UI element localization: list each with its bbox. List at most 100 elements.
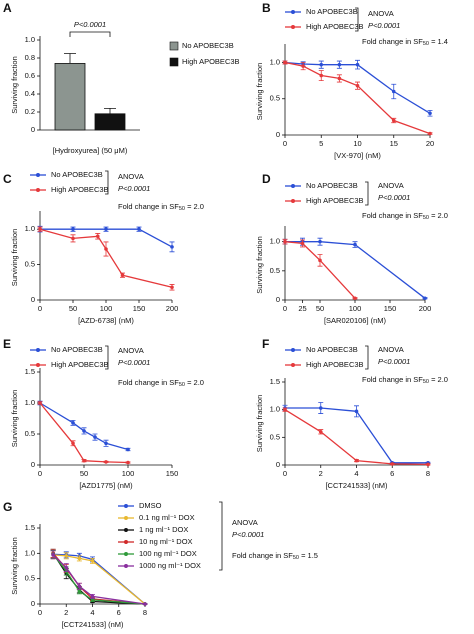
fold-change-value: = 1.5 xyxy=(299,551,318,560)
y-tick-label: 0 xyxy=(31,599,35,608)
legend-marker xyxy=(124,528,128,532)
data-point xyxy=(428,111,432,116)
y-tick-label: 1.5 xyxy=(25,367,35,376)
legend-marker xyxy=(36,173,40,177)
data-point xyxy=(77,556,82,561)
data-point xyxy=(51,553,55,557)
data-point xyxy=(300,241,305,246)
legend-label: No APOBEC3B xyxy=(306,7,358,16)
series-line xyxy=(284,241,356,299)
data-point xyxy=(71,421,75,425)
legend-label: No APOBEC3B xyxy=(51,345,103,354)
legend-marker xyxy=(124,504,128,508)
y-tick-label: 0.5 xyxy=(25,429,35,438)
data-point xyxy=(82,429,86,433)
data-point xyxy=(77,584,82,589)
data-point xyxy=(391,89,396,94)
data-point xyxy=(38,401,42,405)
x-tick-label: 6 xyxy=(117,608,121,617)
fold-change-subscript: 50 xyxy=(293,555,299,561)
data-point xyxy=(71,441,75,446)
legend-marker xyxy=(36,348,40,352)
y-tick-label: 1.5 xyxy=(270,377,280,386)
legend-marker xyxy=(291,10,295,14)
data-point xyxy=(354,458,359,463)
x-tick-label: 4 xyxy=(90,608,94,617)
legend-label: High APOBEC3B xyxy=(182,57,240,66)
data-point xyxy=(104,227,108,231)
legend-marker xyxy=(291,184,295,188)
fold-change-text: Fold change in SF xyxy=(362,375,423,384)
x-axis-label: [CCT241533] (nM) xyxy=(61,620,124,629)
legend-marker xyxy=(36,188,40,192)
legend-label: No APOBEC3B xyxy=(51,170,103,179)
p-value: P<0.0001 xyxy=(232,530,264,539)
data-point xyxy=(354,409,359,414)
data-point xyxy=(337,76,342,81)
x-tick-label: 100 xyxy=(349,304,362,313)
data-point xyxy=(355,62,360,67)
data-point xyxy=(77,589,82,594)
legend-label: 100 ng ml⁻¹ DOX xyxy=(139,549,197,558)
x-tick-label: 20 xyxy=(426,139,434,148)
data-point xyxy=(126,447,130,452)
fold-change: Fold change in SF50 = 2.0 xyxy=(362,375,448,385)
panel-label: F xyxy=(262,337,269,351)
x-axis-label: [CCT241533] (nM) xyxy=(325,481,388,490)
x-tick-label: 200 xyxy=(166,304,179,313)
data-point xyxy=(428,131,432,136)
data-point xyxy=(319,62,324,67)
x-tick-label: 6 xyxy=(390,469,394,478)
x-axis-label: [SAR020106] (nM) xyxy=(324,316,387,325)
fold-change: Fold change in SF50 = 2.0 xyxy=(118,202,204,212)
fold-change-value: = 2.0 xyxy=(429,211,448,220)
data-point xyxy=(64,565,69,570)
data-point xyxy=(143,602,147,606)
fold-change-text: Fold change in SF xyxy=(118,202,179,211)
legend-bracket xyxy=(365,345,369,370)
y-axis-label: Surviving fraction xyxy=(255,395,264,453)
x-tick-label: 0 xyxy=(283,469,287,478)
fold-change: Fold change in SF50 = 1.5 xyxy=(232,551,318,561)
panel-label: A xyxy=(3,1,12,15)
y-tick-label: 0.5 xyxy=(270,432,280,441)
series-line xyxy=(284,61,431,135)
fold-change-value: = 2.0 xyxy=(185,202,204,211)
x-tick-label: 4 xyxy=(354,469,358,478)
data-point xyxy=(170,285,174,290)
fold-change-subscript: 50 xyxy=(423,41,429,47)
error-bar xyxy=(64,53,76,64)
legend-marker xyxy=(124,540,128,544)
x-tick-label: 200 xyxy=(419,304,432,313)
legend-marker xyxy=(36,363,40,367)
x-tick-label: 8 xyxy=(143,608,147,617)
y-tick-label: 1.0 xyxy=(270,237,280,246)
data-point xyxy=(95,234,100,239)
legend-label: High APOBEC3B xyxy=(306,196,364,205)
x-tick-label: 0 xyxy=(283,139,287,148)
data-point xyxy=(319,73,324,78)
significance-label: P<0.0001 xyxy=(74,20,106,29)
y-tick-label: 1.0 xyxy=(270,405,280,414)
y-tick-label: 0 xyxy=(276,130,280,139)
data-point xyxy=(390,462,395,466)
test-label: ANOVA xyxy=(118,172,144,181)
test-label: ANOVA xyxy=(118,346,144,355)
legend-marker xyxy=(124,552,128,556)
data-point xyxy=(423,296,427,301)
fold-change-subscript: 50 xyxy=(423,215,429,221)
fold-change-text: Fold change in SF xyxy=(118,378,179,387)
data-point xyxy=(170,245,174,249)
y-tick-label: 0.2 xyxy=(25,107,35,116)
x-tick-label: 2 xyxy=(319,469,323,478)
data-point xyxy=(318,406,323,410)
legend-marker xyxy=(124,564,128,568)
series-line xyxy=(53,553,146,605)
x-tick-label: 0 xyxy=(38,608,42,617)
test-label: ANOVA xyxy=(232,518,258,527)
legend-marker xyxy=(124,516,128,520)
panel-label: B xyxy=(262,1,271,15)
significance-bracket xyxy=(69,31,111,37)
data-point xyxy=(90,594,95,599)
legend-bracket xyxy=(105,345,109,370)
